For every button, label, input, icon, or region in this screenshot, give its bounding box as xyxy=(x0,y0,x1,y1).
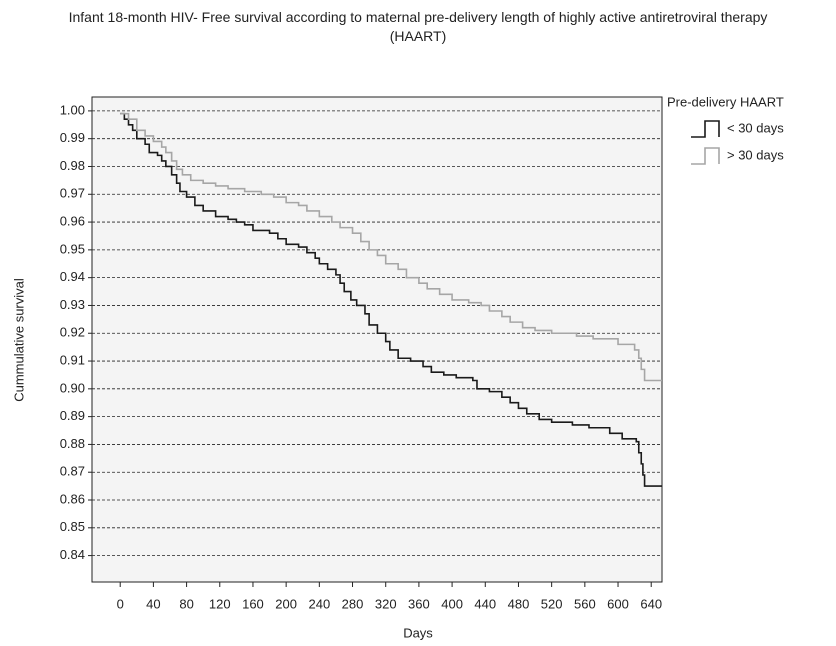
y-tick-label: 0.96 xyxy=(60,214,85,229)
y-tick-label: 0.86 xyxy=(60,491,85,506)
x-tick-label: 200 xyxy=(275,596,297,611)
y-tick-label: 0.89 xyxy=(60,408,85,423)
x-tick-label: 120 xyxy=(209,596,231,611)
chart-title: Infant 18-month HIV- Free survival accor… xyxy=(68,9,768,44)
y-tick-label: 0.87 xyxy=(60,464,85,479)
legend-title: Pre-delivery HAART xyxy=(667,94,784,109)
x-axis-label: Days xyxy=(403,625,433,640)
y-tick-label: 0.92 xyxy=(60,325,85,340)
x-tick-label: 40 xyxy=(146,596,160,611)
x-tick-label: 360 xyxy=(408,596,430,611)
y-tick-label: 0.97 xyxy=(60,186,85,201)
x-tick-label: 80 xyxy=(179,596,193,611)
plot-area xyxy=(91,96,663,583)
y-tick-label: 0.88 xyxy=(60,436,85,451)
y-tick-label: 0.95 xyxy=(60,241,85,256)
y-tick-label: 0.84 xyxy=(60,547,85,562)
x-tick-label: 240 xyxy=(308,596,330,611)
legend-label: > 30 days xyxy=(727,147,784,162)
x-tick-label: 280 xyxy=(342,596,364,611)
x-tick-label: 560 xyxy=(574,596,596,611)
x-tick-label: 640 xyxy=(640,596,662,611)
legend-swatch xyxy=(691,147,720,165)
x-tick-label: 600 xyxy=(607,596,629,611)
y-tick-label: 0.91 xyxy=(60,352,85,367)
x-tick-label: 480 xyxy=(508,596,530,611)
y-tick-label: 0.90 xyxy=(60,380,85,395)
y-axis-label: Cummulative survival xyxy=(11,278,26,402)
x-tick-label: 520 xyxy=(541,596,563,611)
legend-label: < 30 days xyxy=(727,120,784,135)
y-tick-label: 1.00 xyxy=(60,102,85,117)
y-tick-label: 0.98 xyxy=(60,158,85,173)
survival-curve xyxy=(120,112,662,382)
y-tick-label: 0.85 xyxy=(60,519,85,534)
x-tick-label: 400 xyxy=(441,596,463,611)
x-tick-label: 440 xyxy=(474,596,496,611)
x-tick-label: 160 xyxy=(242,596,264,611)
x-tick-label: 320 xyxy=(375,596,397,611)
y-tick-label: 0.93 xyxy=(60,297,85,312)
x-tick-label: 0 xyxy=(117,596,124,611)
y-tick-label: 0.94 xyxy=(60,269,85,284)
survival-curve xyxy=(120,112,662,487)
y-tick-label: 0.99 xyxy=(60,130,85,145)
legend-swatch xyxy=(691,120,720,138)
